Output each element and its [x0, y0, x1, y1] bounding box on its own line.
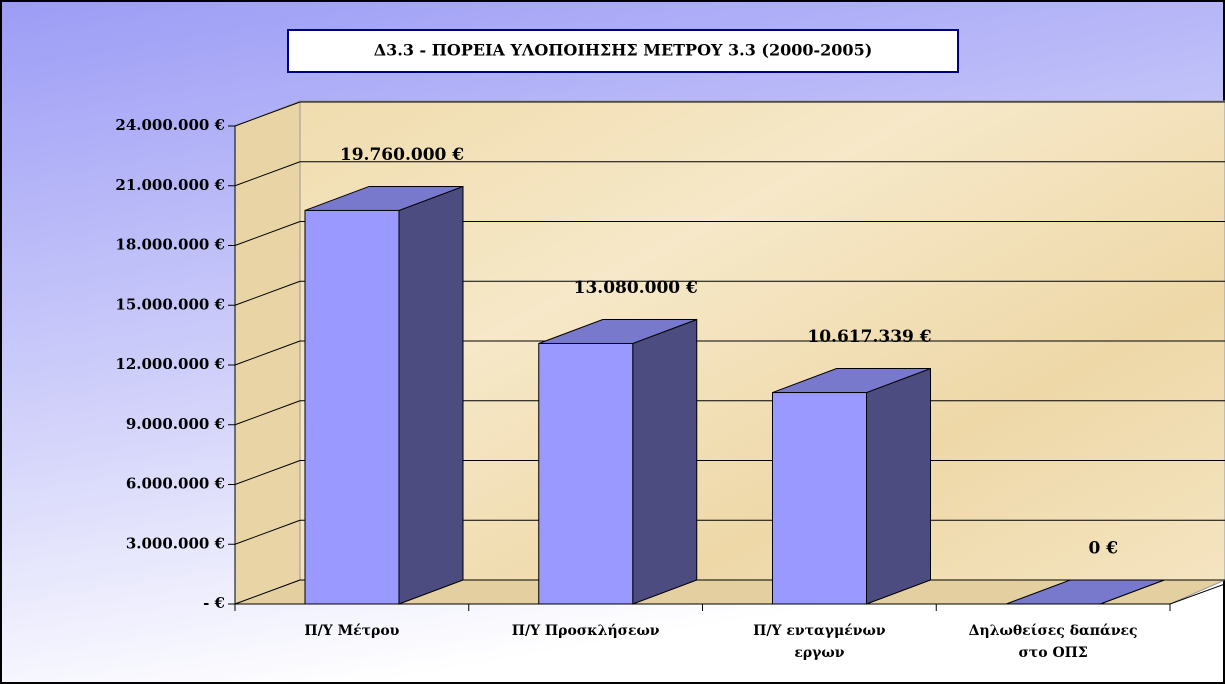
bar — [538, 342, 634, 605]
y-tick-label: 18.000.000 € — [115, 236, 225, 254]
grid-line — [234, 519, 301, 545]
bar-side — [632, 318, 698, 605]
y-tick-label: 3.000.000 € — [126, 534, 225, 552]
y-tick-label: 15.000.000 € — [115, 295, 225, 313]
y-tick-label: 9.000.000 € — [126, 415, 225, 433]
bar — [772, 392, 867, 605]
y-tick-label: 21.000.000 € — [115, 176, 225, 194]
bar-top — [1006, 579, 1165, 605]
grid-line — [234, 101, 301, 127]
y-tick-label: 12.000.000 € — [115, 355, 225, 373]
grid-line — [234, 280, 301, 306]
grid-line — [234, 460, 301, 485]
chart-title: Δ3.3 - ΠΟΡΕΙΑ ΥΛΟΠΟΙΗΣΗΣ ΜΕΤΡΟΥ 3.3 (200… — [374, 41, 873, 60]
grid-line — [234, 340, 301, 366]
value-label: 10.617.339 € — [807, 327, 931, 347]
x-tick-label: Π/Υ Προσκλήσεων — [511, 623, 660, 639]
x-axis-depth — [1169, 583, 1225, 605]
value-label: 19.760.000 € — [340, 145, 464, 165]
value-label: 13.080.000 € — [574, 278, 698, 298]
grid-line — [234, 221, 301, 246]
grid-line — [234, 579, 301, 605]
grid-line — [234, 161, 301, 187]
bar-side — [398, 185, 464, 605]
y-tick-label: - € — [203, 594, 225, 612]
x-tick-label: Δηλωθείσες δαπάνες στο ΟΠΣ — [968, 623, 1138, 661]
grid-line — [234, 400, 301, 426]
y-tick-label: 6.000.000 € — [126, 475, 225, 493]
value-label: 0 € — [1088, 539, 1118, 559]
title-box — [287, 29, 959, 73]
bar-side — [866, 367, 931, 605]
x-tick-label: Π/Υ Μέτρου — [304, 623, 400, 639]
bar — [304, 209, 400, 605]
x-tick-label: Π/Υ ενταγμένων εργων — [753, 623, 886, 661]
y-tick-label: 24.000.000 € — [115, 116, 225, 134]
